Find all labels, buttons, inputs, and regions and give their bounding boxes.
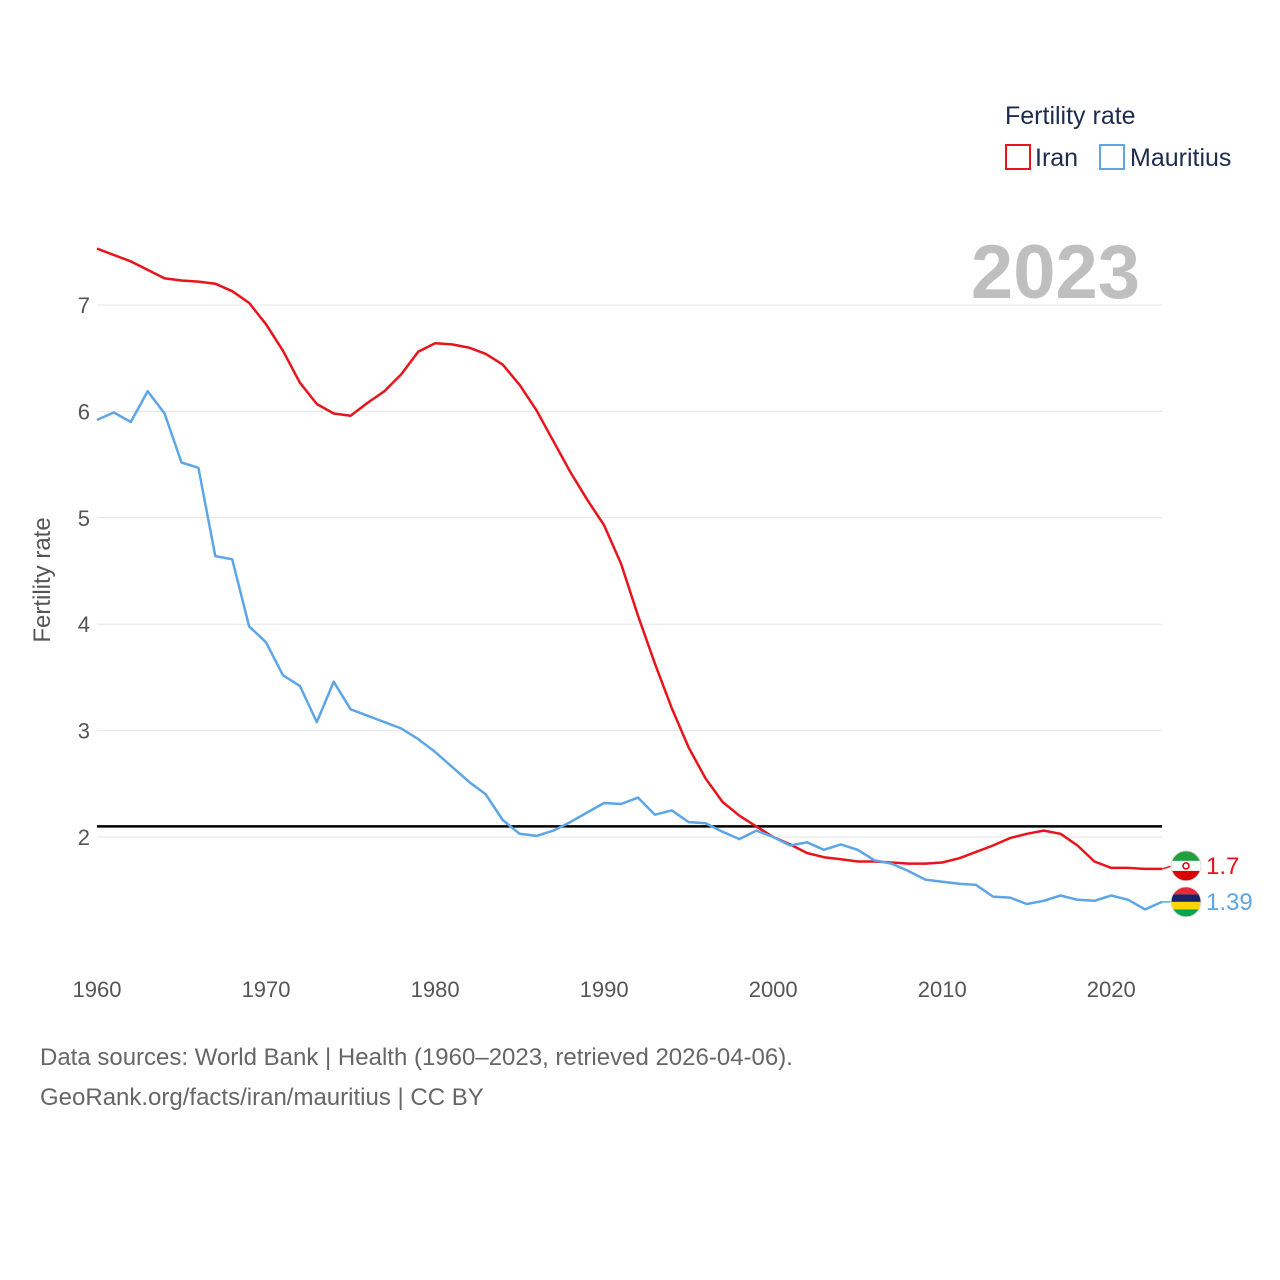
mauritius-flag-icon: [1171, 886, 1201, 917]
x-axis-ticks: 1960 1970 1980 1990 2000 2010 2020: [73, 977, 1136, 1002]
iran-flag-icon: [1171, 850, 1201, 881]
series-line-iran[interactable]: [96, 247, 1162, 871]
legend-swatch-mauritius[interactable]: [1099, 144, 1125, 170]
current-year-label: 2023: [971, 230, 1140, 315]
x-tick-label: 2010: [918, 977, 967, 1002]
end-value-iran: 1.7: [1206, 853, 1239, 880]
attribution-note[interactable]: GeoRank.org/facts/iran/mauritius | CC BY: [40, 1084, 484, 1111]
source-note: Data sources: World Bank | Health (1960–…: [40, 1044, 793, 1071]
y-tick-label: 3: [78, 719, 90, 744]
x-tick-label: 2000: [749, 977, 798, 1002]
end-connector-iran: [1161, 865, 1173, 870]
x-tick-label: 2020: [1087, 977, 1136, 1002]
series-line-mauritius[interactable]: [96, 389, 1163, 911]
y-tick-label: 5: [78, 506, 90, 531]
end-value-mauritius: 1.39: [1206, 889, 1253, 916]
legend: Fertility rate Iran Mauritius: [1005, 102, 1231, 172]
series-lines: [96, 247, 1163, 911]
x-tick-label: 1970: [242, 977, 291, 1002]
y-tick-label: 2: [78, 825, 90, 850]
legend-label-iran[interactable]: Iran: [1035, 144, 1078, 172]
y-axis-ticks: 2 3 4 5 6 7: [78, 293, 90, 850]
x-tick-label: 1960: [73, 977, 122, 1002]
end-markers: 1.7 1.39: [1161, 850, 1253, 918]
y-tick-label: 6: [78, 399, 90, 424]
y-tick-label: 7: [78, 293, 90, 318]
x-tick-label: 1980: [411, 977, 460, 1002]
legend-title: Fertility rate: [1005, 102, 1136, 130]
gridlines: [97, 304, 1162, 838]
y-tick-label: 4: [78, 612, 90, 637]
legend-swatch-iran[interactable]: [1005, 144, 1031, 170]
legend-label-mauritius[interactable]: Mauritius: [1130, 144, 1231, 172]
x-tick-label: 1990: [580, 977, 629, 1002]
y-axis-label: Fertility rate: [29, 517, 56, 642]
